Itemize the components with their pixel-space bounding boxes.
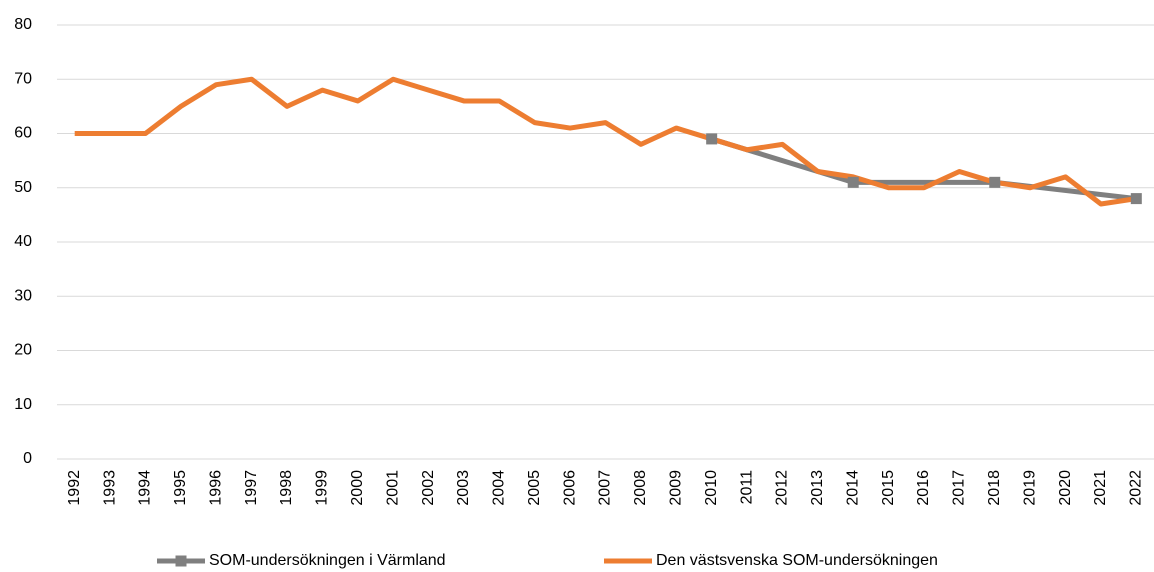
x-tick-label: 1997 xyxy=(243,470,260,506)
marker xyxy=(847,176,859,188)
x-tick-label: 2021 xyxy=(1092,470,1109,506)
y-tick-label: 40 xyxy=(14,233,32,250)
y-tick-label: 70 xyxy=(14,70,32,87)
x-tick-label: 1999 xyxy=(314,470,331,506)
x-tick-label: 1998 xyxy=(278,470,295,506)
y-tick-label: 60 xyxy=(14,125,32,142)
legend-label: SOM-undersökningen i Värmland xyxy=(209,552,446,569)
x-tick-label: 1996 xyxy=(207,470,224,506)
x-tick-label: 2011 xyxy=(738,470,755,505)
x-tick-label: 2017 xyxy=(951,470,968,506)
legend-label: Den västsvenska SOM-undersökningen xyxy=(656,552,938,569)
x-tick-label: 2002 xyxy=(420,470,437,506)
y-tick-label: 10 xyxy=(14,396,32,413)
x-tick-label: 2004 xyxy=(491,470,508,506)
y-tick-label: 50 xyxy=(14,179,32,196)
marker xyxy=(1130,193,1142,205)
x-tick-label: 2019 xyxy=(1021,470,1038,506)
x-tick-label: 2022 xyxy=(1128,470,1145,506)
y-tick-label: 30 xyxy=(14,287,32,304)
legend-marker xyxy=(175,555,187,567)
series-line xyxy=(710,136,1137,202)
y-tick-label: 20 xyxy=(14,342,32,359)
x-tick-label: 2008 xyxy=(632,470,649,506)
x-tick-label: 2018 xyxy=(986,470,1003,506)
x-tick-label: 1993 xyxy=(101,470,118,506)
x-tick-label: 2016 xyxy=(915,470,932,506)
series-line xyxy=(74,76,1137,207)
x-tick-label: 2012 xyxy=(774,470,791,506)
x-tick-label: 2001 xyxy=(384,470,401,506)
x-tick-label: 2007 xyxy=(597,470,614,506)
x-tick-label: 2003 xyxy=(455,470,472,506)
x-tick-label: 2000 xyxy=(349,470,366,506)
x-tick-label: 2005 xyxy=(526,470,543,506)
x-tick-label: 2015 xyxy=(880,470,897,506)
x-tick-label: 2010 xyxy=(703,470,720,506)
x-tick-label: 2014 xyxy=(844,470,861,506)
x-tick-label: 1995 xyxy=(172,470,189,506)
marker xyxy=(706,133,718,145)
x-tick-label: 2006 xyxy=(561,470,578,506)
x-tick-label: 2009 xyxy=(667,470,684,506)
x-tick-label: 2020 xyxy=(1057,470,1074,506)
y-tick-label: 0 xyxy=(23,450,32,467)
x-tick-label: 1994 xyxy=(137,470,154,506)
x-tick-label: 2013 xyxy=(809,470,826,506)
x-tick-label: 1992 xyxy=(66,470,83,506)
marker xyxy=(989,176,1001,188)
y-tick-label: 80 xyxy=(14,16,32,33)
